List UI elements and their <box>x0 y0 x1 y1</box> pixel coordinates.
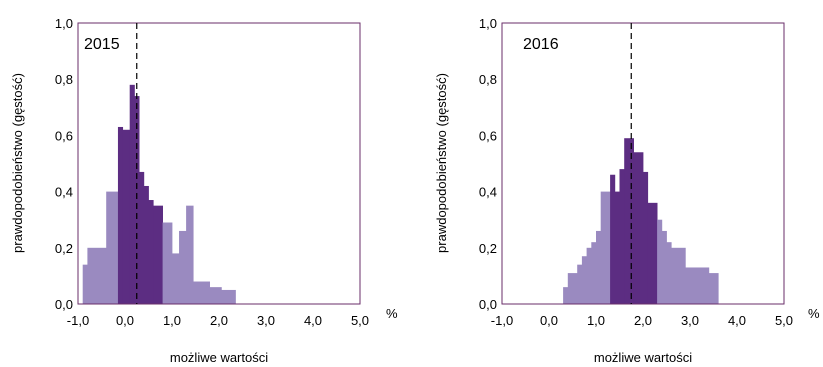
histogram-bar <box>172 253 180 304</box>
histogram-bar <box>193 281 210 304</box>
y-tick-label: 0,4 <box>55 185 73 200</box>
histogram-bar <box>581 256 587 304</box>
y-tick-label: 0,2 <box>479 241 497 256</box>
x-tick-label: 3,0 <box>681 313 699 328</box>
histogram-bar <box>139 171 145 304</box>
x-tick-label: 2,0 <box>634 313 652 328</box>
histogram-bar <box>221 289 236 304</box>
histogram-bar <box>671 247 686 304</box>
y-tick-label: 0,2 <box>55 241 73 256</box>
x-tick-label: 0,0 <box>540 313 558 328</box>
histogram-bar <box>179 230 187 304</box>
x-tick-labels: -1,0 0,0 1,0 2,0 3,0 4,0 5,0 <box>67 313 369 328</box>
plot-frame <box>77 22 361 305</box>
histogram-bar <box>122 129 131 304</box>
x-tick-label: -1,0 <box>491 313 513 328</box>
y-tick-label: 0,6 <box>55 128 73 143</box>
histogram-bar <box>666 242 672 304</box>
histogram-bar <box>708 273 719 304</box>
histogram-bar <box>117 126 124 304</box>
histogram-bar <box>685 267 710 304</box>
histogram-bar <box>591 242 597 304</box>
unit-label: % <box>808 306 820 321</box>
x-tick-labels: -1,0 0,0 1,0 2,0 3,0 4,0 5,0 <box>491 313 793 328</box>
histogram-bar <box>614 191 620 304</box>
histogram-bar <box>596 230 602 304</box>
y-tick-label: 1,0 <box>55 16 73 31</box>
x-axis-title: możliwe wartości <box>170 350 268 365</box>
x-tick-label: 4,0 <box>728 313 746 328</box>
y-tick-label: 1,0 <box>479 16 497 31</box>
histogram-bar <box>87 247 107 304</box>
x-tick-label: 3,0 <box>257 313 275 328</box>
histogram-bar <box>567 273 578 304</box>
unit-label: % <box>386 306 398 321</box>
histogram-bar <box>162 222 173 304</box>
histogram-bar <box>148 200 154 304</box>
histogram-bar <box>661 230 667 304</box>
histogram-bar <box>153 205 163 304</box>
y-axis-title: prawdopodobieństwo (gęstość) <box>434 73 449 253</box>
y-tick-label: 0,8 <box>479 72 497 87</box>
y-tick-label: 0,8 <box>55 72 73 87</box>
y-tick-label: 0,4 <box>479 185 497 200</box>
x-axis-title: możliwe wartości <box>594 350 692 365</box>
y-tick-label: 0,0 <box>479 297 497 312</box>
y-tick-label: 0,0 <box>55 297 73 312</box>
histogram-bar <box>82 264 88 304</box>
histogram-bars <box>82 84 236 304</box>
year-label: 2016 <box>523 36 559 53</box>
x-tick-label: -1,0 <box>67 313 89 328</box>
histogram-bar <box>209 287 222 304</box>
histogram-bars <box>563 138 719 304</box>
y-tick-label: 0,6 <box>479 128 497 143</box>
histogram-bar <box>134 96 140 304</box>
histogram-bar <box>657 219 663 304</box>
chart-panel-2015: -1,0 0,0 1,0 2,0 3,0 4,0 5,0 0,00,20,40,60,81,… <box>10 16 398 365</box>
y-tick-labels: 0,0 0,2 0,4 0,6 0,8 1,0 <box>479 16 497 312</box>
x-tick-label: 2,0 <box>210 313 228 328</box>
histogram-bar <box>610 174 616 304</box>
x-tick-label: 1,0 <box>163 313 181 328</box>
plot-frame <box>501 22 785 305</box>
histogram-bar <box>577 264 583 304</box>
histogram-bar <box>586 247 592 304</box>
histogram-bar <box>643 171 649 304</box>
chart-panel-2016: -1,0 0,0 1,0 2,0 3,0 4,0 5,0 0,00,20,40,60,81,… <box>434 16 820 365</box>
y-axis-title: prawdopodobieństwo (gęstość) <box>10 73 25 253</box>
histogram-bar <box>600 191 611 304</box>
x-tick-label: 1,0 <box>587 313 605 328</box>
histogram-bar <box>143 185 149 304</box>
histogram-bar <box>129 84 135 304</box>
histogram-bar <box>647 202 658 304</box>
x-tick-label: 5,0 <box>775 313 793 328</box>
histogram-bar <box>186 205 194 304</box>
year-label: 2015 <box>84 36 120 53</box>
histogram-bar <box>619 169 625 304</box>
x-tick-label: 5,0 <box>351 313 369 328</box>
histogram-bar <box>624 138 634 304</box>
histogram-bar <box>106 191 119 304</box>
histogram-bar <box>633 152 644 304</box>
x-tick-label: 0,0 <box>116 313 134 328</box>
histogram-bar <box>563 287 569 304</box>
x-tick-label: 4,0 <box>304 313 322 328</box>
y-tick-labels: 0,0 0,2 0,4 0,6 0,8 1,0 <box>55 16 73 312</box>
